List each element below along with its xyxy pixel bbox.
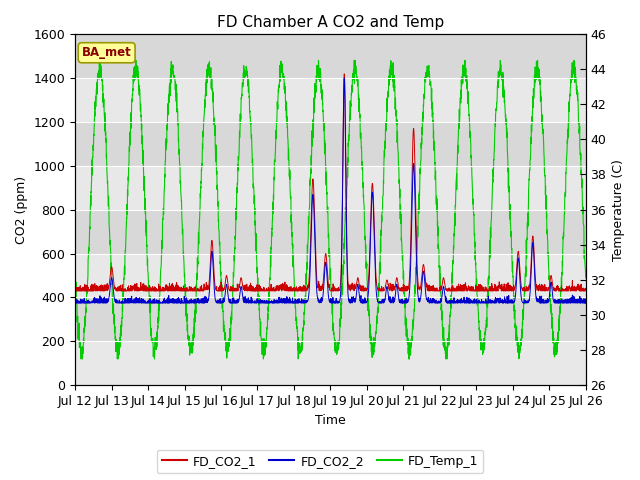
X-axis label: Time: Time (315, 414, 346, 427)
Text: BA_met: BA_met (82, 46, 132, 59)
Y-axis label: Temperature (C): Temperature (C) (612, 159, 625, 261)
Bar (75, 34, 586, 78)
Bar (75, 122, 586, 166)
Title: FD Chamber A CO2 and Temp: FD Chamber A CO2 and Temp (217, 15, 444, 30)
Y-axis label: CO2 (ppm): CO2 (ppm) (15, 176, 28, 244)
Bar (75, 298, 586, 341)
Bar (75, 341, 586, 385)
Bar (75, 210, 586, 253)
Bar (75, 166, 586, 210)
Bar (75, 253, 586, 298)
Legend: FD_CO2_1, FD_CO2_2, FD_Temp_1: FD_CO2_1, FD_CO2_2, FD_Temp_1 (157, 450, 483, 473)
Bar (75, 78, 586, 122)
